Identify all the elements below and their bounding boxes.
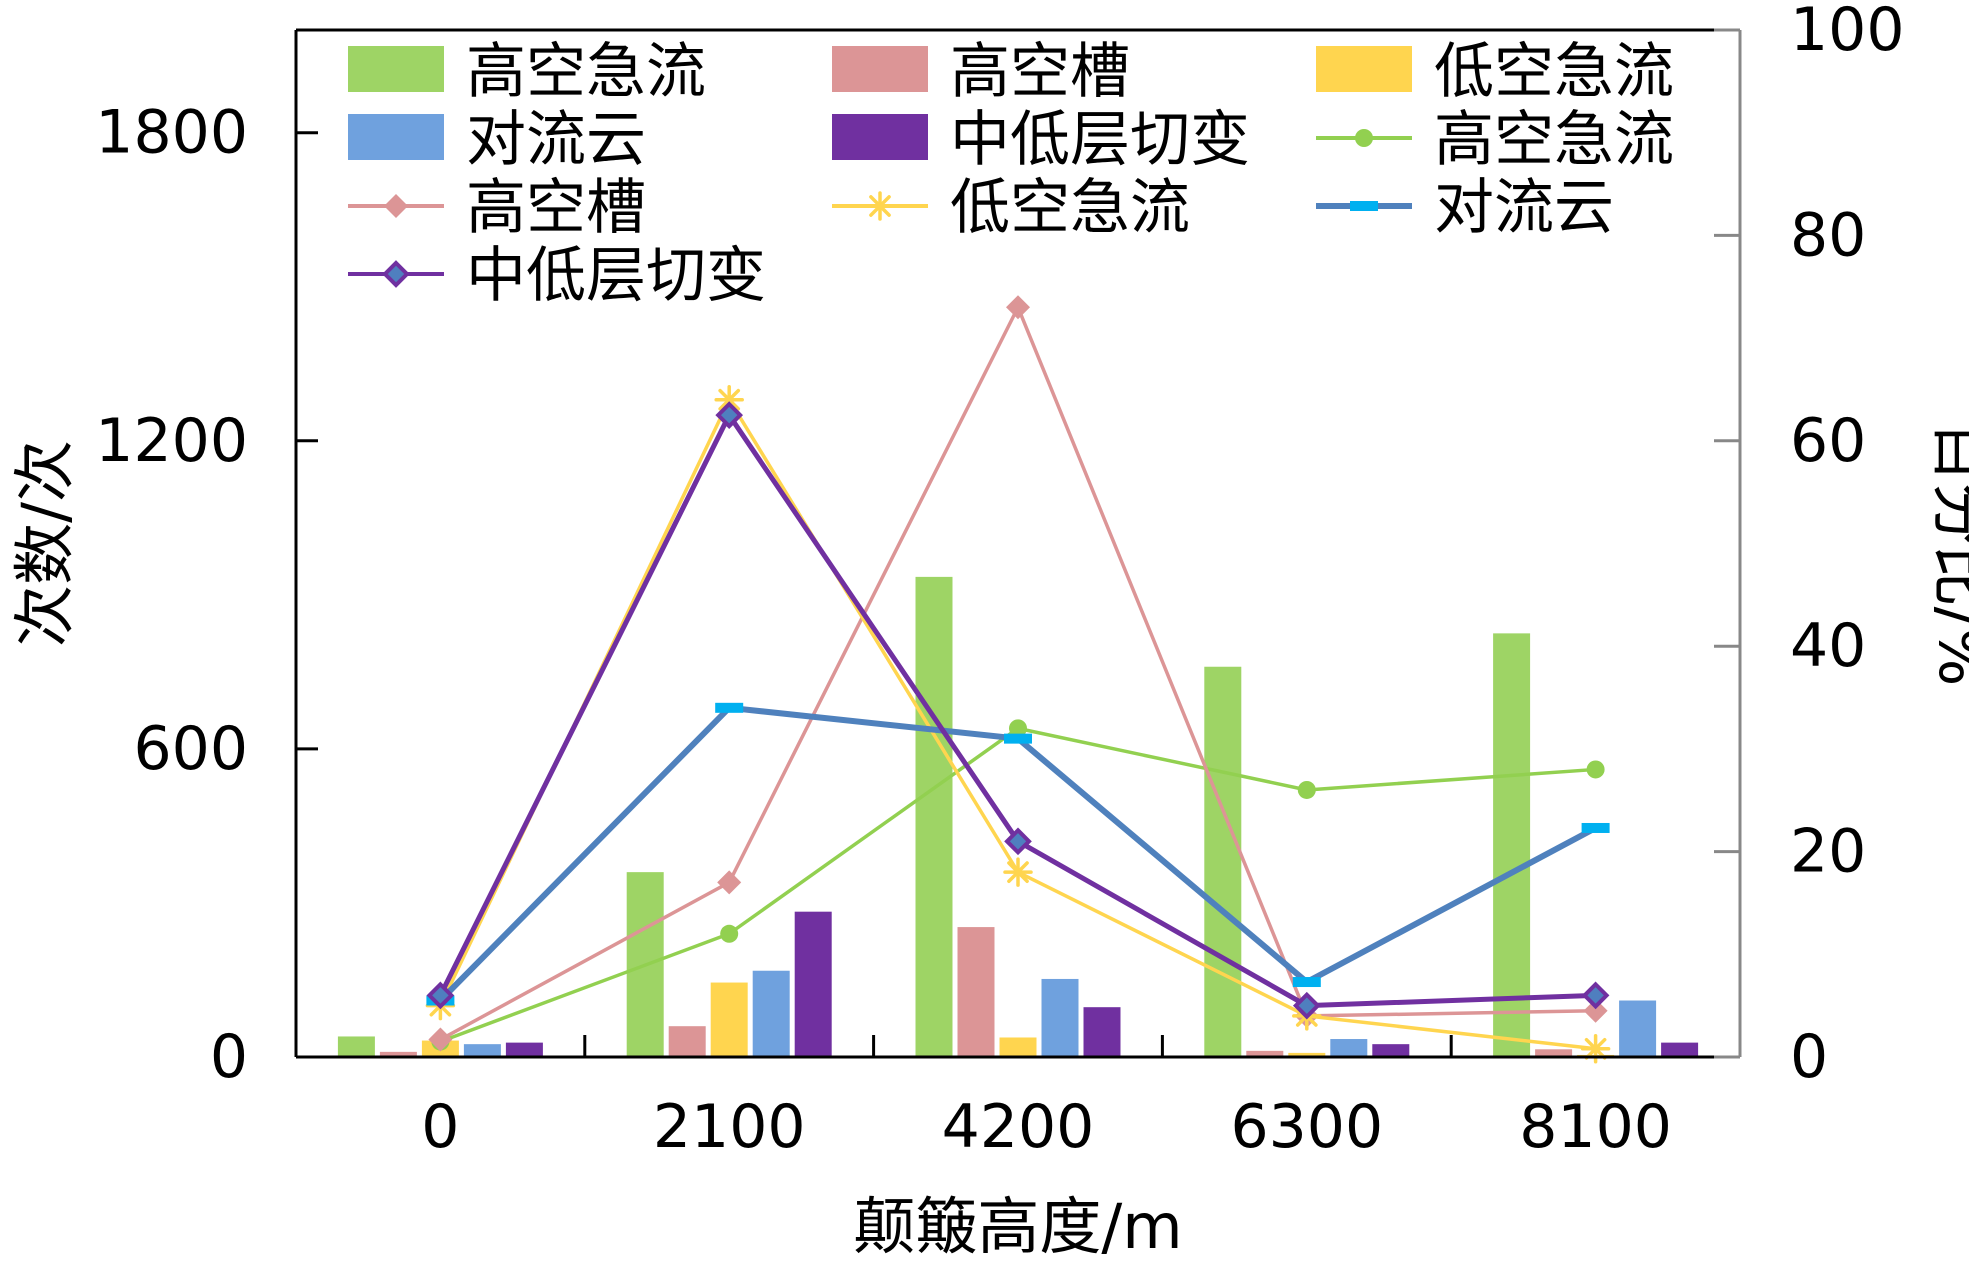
y-tick-label: 1800 — [95, 98, 248, 168]
line-5-point-4200 — [1004, 827, 1032, 856]
y2-tick-label: 60 — [1790, 406, 1866, 476]
line-5-point-0 — [426, 981, 455, 1010]
legend-swatch-marker — [865, 191, 895, 221]
line-4-point-2100 — [715, 702, 744, 713]
bar-2-4200 — [957, 927, 995, 1057]
line-4-point-6300 — [1292, 977, 1321, 988]
bar-4-2100 — [752, 970, 790, 1057]
bar-4-0 — [463, 1044, 501, 1057]
y-tick-label: 600 — [133, 714, 248, 784]
legend-label: 中低层切变 — [950, 105, 1250, 175]
line-1-point-4200 — [1009, 719, 1027, 738]
legend-swatch-bar — [832, 46, 928, 92]
line-4-point-8100 — [1581, 822, 1610, 833]
x-tick-label: 0 — [421, 1092, 459, 1162]
legend-label: 中低层切变 — [466, 241, 766, 311]
y2-tick-label: 0 — [1790, 1022, 1828, 1092]
bar-3-6300 — [1288, 1052, 1326, 1057]
bar-3-2100 — [710, 982, 748, 1057]
line-5-point-2100 — [715, 401, 744, 429]
bar-3-4200 — [999, 1037, 1037, 1057]
y-tick-label: 1200 — [95, 406, 248, 476]
bar-5-4200 — [1083, 1007, 1121, 1057]
axes-layer: 0 600 1200 1800 0 20 40 60 80 100 0 2100 4200 6300 810… — [8, 0, 1969, 1263]
bar-5-6300 — [1372, 1044, 1410, 1057]
line-5-point-6300 — [1292, 991, 1321, 1020]
line-2-point-4200 — [1006, 295, 1030, 320]
y2-tick-label: 80 — [1790, 200, 1866, 270]
y2-tick-label: 40 — [1790, 611, 1866, 681]
line-series-2 — [439, 305, 1596, 1042]
bar-5-8100 — [1661, 1042, 1699, 1057]
bar-4-4200 — [1041, 978, 1079, 1057]
y2-axis-title: 百分比/% — [1925, 421, 1969, 687]
bar-1-4200 — [915, 576, 953, 1057]
legend-label: 高空槽 — [466, 173, 646, 243]
y2-tick-label: 20 — [1790, 817, 1866, 887]
line-5-point-8100 — [1581, 981, 1610, 1010]
bar-2-0 — [379, 1051, 417, 1057]
lines-layer — [425, 295, 1611, 1064]
x-tick-label: 6300 — [1230, 1092, 1383, 1162]
legend-swatch-marker — [384, 194, 408, 218]
y-tick-label: 0 — [210, 1022, 248, 1092]
legend-label: 高空急流 — [1434, 105, 1674, 175]
x-tick-label: 2100 — [653, 1092, 806, 1162]
legend-swatch-bar — [348, 46, 444, 92]
bar-4-8100 — [1619, 1000, 1657, 1057]
legend-label: 对流云 — [1434, 173, 1614, 243]
line-2-point-0 — [428, 1027, 453, 1052]
legend-label: 高空急流 — [466, 37, 706, 107]
legend-swatch-bar — [348, 114, 444, 160]
legend-swatch-marker — [382, 260, 410, 288]
legend-label: 低空急流 — [1434, 37, 1674, 107]
line-4-point-4200 — [1004, 733, 1032, 744]
x-axis-title: 颠簸高度/m — [853, 1190, 1182, 1263]
bars-layer — [337, 576, 1699, 1057]
bar-4-6300 — [1330, 1039, 1368, 1057]
legend-swatch-bar — [832, 114, 928, 160]
x-tick-label: 4200 — [942, 1092, 1095, 1162]
bar-5-0 — [505, 1042, 543, 1057]
bar-2-6300 — [1246, 1050, 1284, 1057]
legend-label: 对流云 — [466, 105, 646, 175]
legend-label: 低空急流 — [950, 173, 1190, 243]
line-3-point-4200 — [1003, 857, 1033, 887]
line-1-point-2100 — [720, 924, 739, 943]
line-2-point-8100 — [1583, 998, 1608, 1023]
bar-1-8100 — [1493, 633, 1531, 1057]
legend-label: 高空槽 — [950, 37, 1130, 107]
line-1-point-8100 — [1586, 760, 1605, 779]
bar-2-8100 — [1535, 1049, 1573, 1057]
legend-swatch-marker — [1355, 129, 1373, 147]
line-1-point-6300 — [1297, 780, 1316, 799]
bar-5-2100 — [794, 911, 832, 1057]
bar-1-0 — [337, 1036, 375, 1057]
legend-swatch-marker — [1350, 201, 1378, 211]
y2-tick-label: 100 — [1790, 0, 1905, 65]
x-tick-label: 8100 — [1519, 1092, 1672, 1162]
y-axis-title: 次数/次 — [8, 440, 81, 647]
line-2-point-2100 — [717, 870, 742, 895]
bar-1-6300 — [1204, 666, 1242, 1057]
bar-2-2100 — [668, 1026, 706, 1057]
legend-swatch-bar — [1316, 46, 1412, 92]
